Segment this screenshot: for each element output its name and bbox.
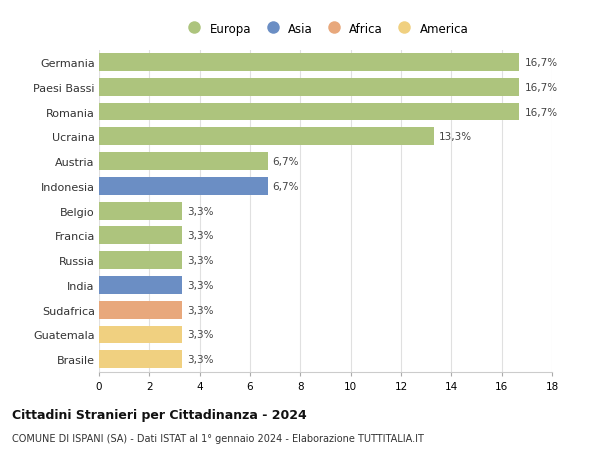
Bar bbox=[99, 301, 182, 319]
Text: 3,3%: 3,3% bbox=[187, 231, 214, 241]
Bar bbox=[99, 276, 182, 294]
Bar bbox=[99, 153, 268, 171]
Text: 13,3%: 13,3% bbox=[439, 132, 472, 142]
Text: COMUNE DI ISPANI (SA) - Dati ISTAT al 1° gennaio 2024 - Elaborazione TUTTITALIA.: COMUNE DI ISPANI (SA) - Dati ISTAT al 1°… bbox=[12, 433, 424, 442]
Text: 3,3%: 3,3% bbox=[187, 280, 214, 290]
Text: 16,7%: 16,7% bbox=[524, 83, 557, 93]
Bar bbox=[99, 128, 434, 146]
Bar bbox=[99, 78, 519, 96]
Bar bbox=[99, 326, 182, 344]
Text: 3,3%: 3,3% bbox=[187, 206, 214, 216]
Text: Cittadini Stranieri per Cittadinanza - 2024: Cittadini Stranieri per Cittadinanza - 2… bbox=[12, 408, 307, 421]
Text: 3,3%: 3,3% bbox=[187, 256, 214, 266]
Text: 16,7%: 16,7% bbox=[524, 107, 557, 117]
Bar bbox=[99, 351, 182, 368]
Bar bbox=[99, 202, 182, 220]
Text: 3,3%: 3,3% bbox=[187, 305, 214, 315]
Text: 16,7%: 16,7% bbox=[524, 58, 557, 68]
Bar bbox=[99, 103, 519, 121]
Legend: Europa, Asia, Africa, America: Europa, Asia, Africa, America bbox=[178, 18, 473, 40]
Text: 6,7%: 6,7% bbox=[272, 181, 299, 191]
Bar bbox=[99, 54, 519, 72]
Bar bbox=[99, 178, 268, 196]
Bar bbox=[99, 227, 182, 245]
Text: 3,3%: 3,3% bbox=[187, 330, 214, 340]
Text: 3,3%: 3,3% bbox=[187, 354, 214, 364]
Text: 6,7%: 6,7% bbox=[272, 157, 299, 167]
Bar bbox=[99, 252, 182, 269]
